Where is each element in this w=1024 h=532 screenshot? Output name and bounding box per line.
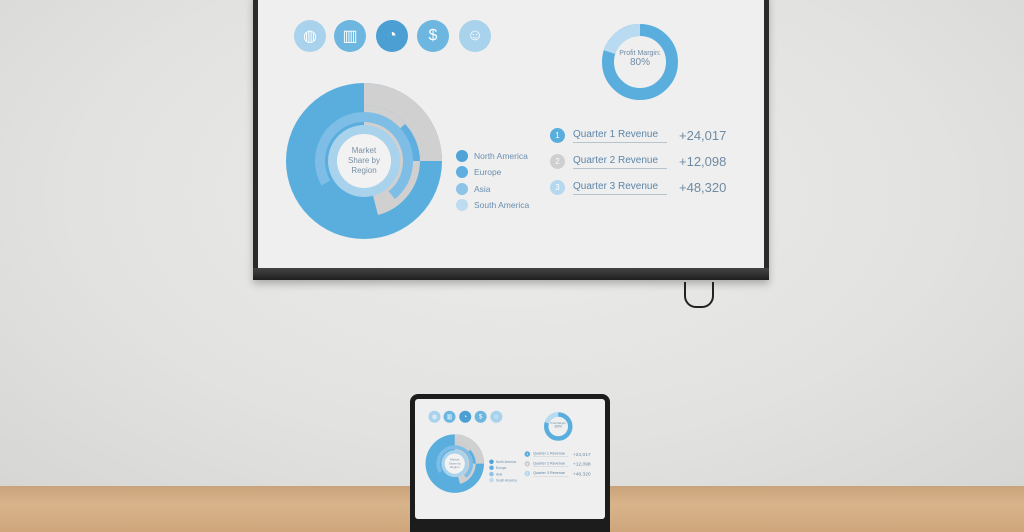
tv-bezel-bottom bbox=[253, 268, 769, 280]
legend-europe: Europe bbox=[456, 166, 501, 178]
title-line: Region bbox=[449, 465, 460, 469]
charts-layer bbox=[286, 24, 678, 239]
quarter-3-row: 3 Quarter 3 Revenue +48,320 bbox=[550, 180, 726, 195]
market-share-title: Market Share by Region bbox=[445, 458, 465, 469]
profit-margin-value: 80% bbox=[629, 57, 650, 68]
profit-margin-label: Profit Margin: 80% bbox=[550, 422, 566, 429]
dollar-icon[interactable]: $ bbox=[474, 410, 487, 423]
legend-asia: Asia bbox=[456, 183, 491, 195]
donut-center bbox=[444, 453, 465, 474]
title-line: Market bbox=[351, 146, 377, 155]
quarter-1-row: 1 Quarter 1 Revenue +24,017 bbox=[550, 128, 726, 143]
market-share-title: Market Share by Region bbox=[337, 146, 391, 176]
gray-segment bbox=[454, 434, 484, 464]
legend-south-america: South America bbox=[489, 477, 517, 483]
title-line: Market bbox=[450, 458, 460, 462]
market-share-donut bbox=[286, 83, 442, 239]
bar-chart-icon[interactable]: ▥ bbox=[334, 20, 366, 52]
profit-remaining-arc bbox=[544, 412, 559, 424]
user-icon[interactable]: ☺ bbox=[459, 20, 491, 52]
quarter-2-row: 2 Quarter 2 Revenue +12,098 bbox=[524, 461, 591, 467]
camera-notch bbox=[500, 394, 520, 399]
globe-icon[interactable]: ◍ bbox=[294, 20, 326, 52]
laptop-screen: ◍ ▥ ◔ $ ☺ P bbox=[415, 399, 605, 519]
quarter-1-row: 1 Quarter 1 Revenue +24,017 bbox=[524, 451, 591, 457]
pie-chart-icon[interactable]: ◔ bbox=[376, 20, 408, 52]
hdmi-cable bbox=[684, 282, 714, 308]
market-share-donut bbox=[425, 434, 484, 493]
profit-margin-donut bbox=[602, 24, 678, 100]
laptop: ◍ ▥ ◔ $ ☺ P bbox=[410, 394, 610, 532]
legend-north-america: North America bbox=[489, 459, 516, 464]
laptop-dashboard: ◍ ▥ ◔ $ ☺ P bbox=[415, 401, 605, 504]
profit-remaining-arc bbox=[603, 24, 641, 55]
dashboard: ◍ ▥ ◔ $ ☺ P bbox=[258, 0, 764, 268]
profit-margin-donut bbox=[544, 412, 573, 441]
quarter-3-row: 3 Quarter 3 Revenue +48,320 bbox=[524, 470, 591, 477]
tv-screen: ◍ ▥ ◔ $ ☺ P bbox=[258, 0, 764, 268]
profit-margin-label: Profit Margin: 80% bbox=[619, 50, 661, 68]
asia-ring bbox=[436, 445, 474, 482]
gray-segment bbox=[364, 83, 442, 161]
title-line: Region bbox=[351, 166, 377, 175]
pie-chart-icon[interactable]: ◔ bbox=[459, 410, 472, 423]
charts-layer bbox=[425, 412, 573, 493]
profit-margin-title: Profit Margin: bbox=[619, 50, 661, 57]
wall-mounted-tv: ◍ ▥ ◔ $ ☺ P bbox=[253, 0, 769, 280]
dollar-icon[interactable]: $ bbox=[417, 20, 449, 52]
title-line: Share by bbox=[448, 461, 461, 466]
legend-south-america: South America bbox=[456, 199, 529, 211]
legend-north-america: North America bbox=[456, 150, 528, 162]
user-icon[interactable]: ☺ bbox=[490, 410, 503, 423]
globe-icon[interactable]: ◍ bbox=[428, 410, 441, 423]
quarter-2-row: 2 Quarter 2 Revenue +12,098 bbox=[550, 154, 726, 169]
legend-asia: Asia bbox=[489, 471, 502, 477]
title-line: Share by bbox=[347, 156, 381, 165]
profit-margin-title: Profit Margin: bbox=[550, 422, 567, 425]
profit-margin-value: 80% bbox=[554, 424, 562, 429]
donut-center bbox=[337, 134, 391, 188]
asia-ring bbox=[315, 112, 414, 210]
bar-chart-icon[interactable]: ▥ bbox=[443, 410, 456, 423]
legend-europe: Europe bbox=[489, 465, 506, 470]
